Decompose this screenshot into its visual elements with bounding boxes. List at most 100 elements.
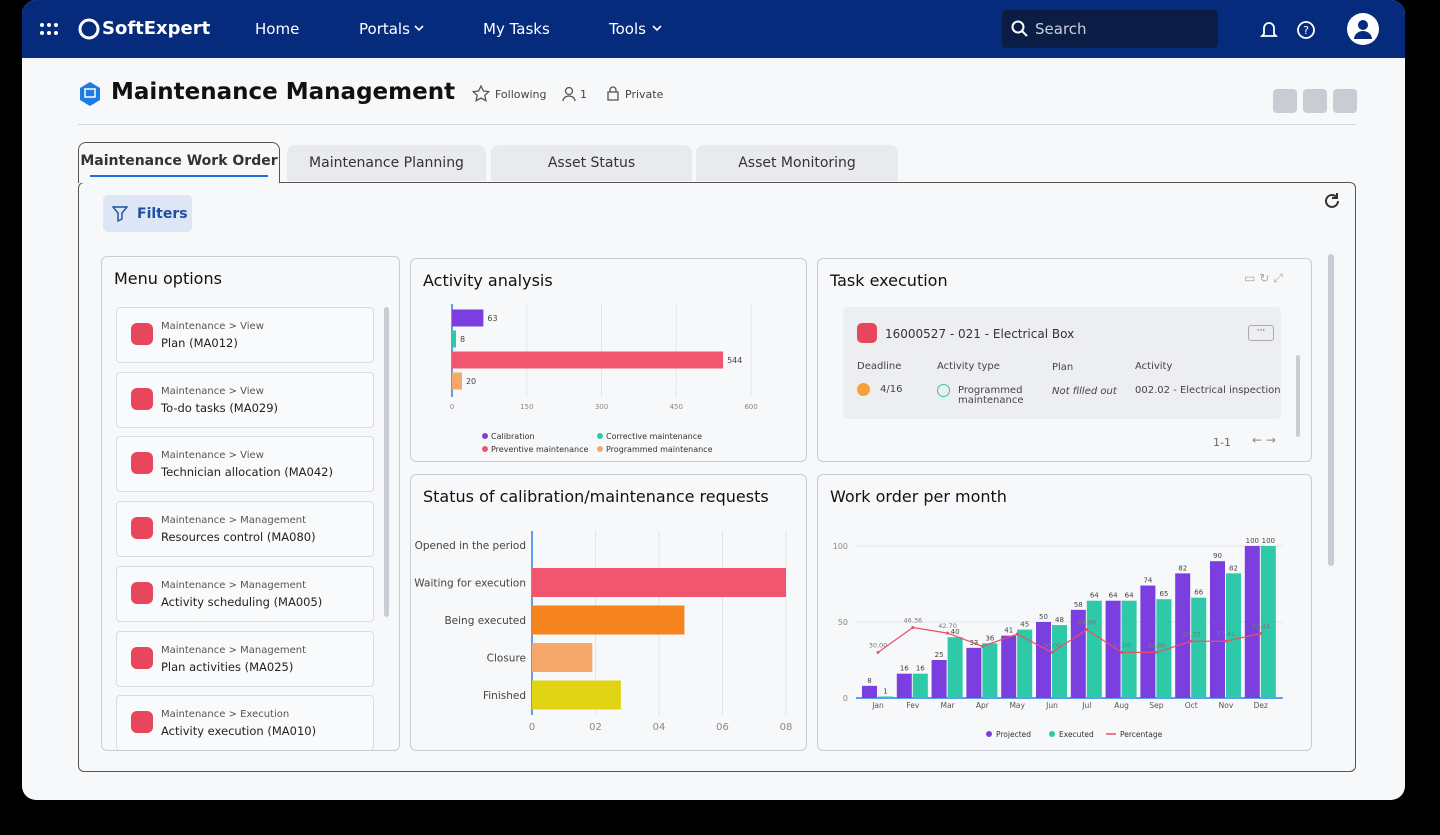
menu-icon <box>131 517 153 540</box>
nav-item[interactable]: Home <box>255 20 300 38</box>
menu-path: Maintenance > View <box>161 321 264 332</box>
legend-swatch <box>482 446 488 452</box>
bar <box>1156 599 1172 698</box>
activity-chart: 0 150 300 450 600 63 8 544 20 Calibration Correcti… <box>450 304 758 454</box>
data-label: 82 <box>1229 564 1238 572</box>
column-label: Plan <box>1052 362 1074 373</box>
more-button[interactable] <box>1333 89 1357 113</box>
y-tick-label: Waiting for execution <box>414 578 526 590</box>
data-label: 36 <box>985 634 994 642</box>
nav-item[interactable]: Portals <box>359 20 410 38</box>
menu-icon <box>131 452 153 475</box>
menu-item[interactable]: Maintenance > Management Resources contro… <box>116 501 374 558</box>
data-label: 37.41 <box>1217 630 1236 638</box>
panel-tools[interactable]: ▭↻⤢ <box>1244 271 1287 285</box>
data-label: 100 <box>1262 537 1275 545</box>
warning-icon <box>857 383 870 396</box>
line-point <box>911 626 915 630</box>
bar <box>532 680 621 710</box>
divider <box>78 124 1356 125</box>
deadline: 4/16 <box>880 384 903 395</box>
help-icon[interactable]: ? <box>1296 20 1316 40</box>
data-label: 544 <box>727 356 742 365</box>
menu-item[interactable]: Maintenance > View Plan (MA012) <box>116 307 374 363</box>
bar <box>1086 600 1102 698</box>
legend-swatch <box>597 446 603 452</box>
menu-label: Activity scheduling (MA005) <box>161 594 323 609</box>
menu-icon <box>131 581 153 604</box>
task-card[interactable]: 16000527 - 021 - Electrical Box ··· Dead… <box>843 307 1281 419</box>
tab[interactable]: Asset Status <box>491 145 692 181</box>
bar <box>912 673 928 698</box>
x-tick-label: 300 <box>595 403 608 411</box>
tab-active[interactable]: Maintenance Work Order <box>78 142 280 183</box>
menu-item[interactable]: Maintenance > Management Activity schedul… <box>116 565 374 622</box>
search-box[interactable]: Search <box>1002 10 1218 48</box>
bar <box>1226 573 1241 698</box>
module-icon <box>80 82 100 106</box>
task-icon <box>857 323 877 343</box>
bar <box>1017 629 1033 698</box>
data-label: 63 <box>487 314 497 323</box>
menu-item[interactable]: Maintenance > View To-do tasks (MA029) <box>116 371 374 428</box>
logo[interactable]: SoftExpert <box>102 18 211 39</box>
x-tick-label: Jan <box>871 701 884 710</box>
data-label: 16 <box>916 665 925 673</box>
more-button[interactable]: ··· <box>1248 325 1274 341</box>
pagination: 1-1 <box>1213 436 1231 449</box>
members-count: 1 <box>580 88 587 101</box>
comment-button[interactable] <box>1273 89 1297 113</box>
x-tick-label: Aug <box>1114 701 1129 710</box>
legend-label: Executed <box>1059 730 1094 739</box>
x-tick-label: 06 <box>716 722 729 733</box>
page-arrows[interactable]: ← → <box>1252 433 1276 447</box>
filters-button[interactable]: Filters <box>103 195 192 232</box>
data-label: 41 <box>1004 627 1013 635</box>
star-icon[interactable] <box>472 85 490 103</box>
bar <box>1121 600 1137 698</box>
refresh-icon[interactable] <box>1322 191 1342 211</box>
bar <box>862 685 877 698</box>
data-label: 30.00 <box>1112 641 1131 649</box>
menu-path: Maintenance > View <box>161 450 264 462</box>
tab[interactable]: Asset Monitoring <box>696 145 898 181</box>
tab[interactable]: Maintenance Planning <box>287 145 486 181</box>
nav-item[interactable]: My Tasks <box>483 20 550 38</box>
bar <box>452 351 724 369</box>
activity-panel: Activity analysis 0 150 300 450 600 63 8 544 20 C… <box>410 258 807 462</box>
line-point <box>980 644 984 648</box>
bell-icon[interactable] <box>1260 20 1278 40</box>
legend-swatch <box>597 433 603 439</box>
x-tick-label: Fev <box>906 701 920 710</box>
x-tick-label: Mar <box>941 701 956 710</box>
apps-icon[interactable] <box>39 22 61 38</box>
x-tick-label: 600 <box>744 403 757 411</box>
data-label: 30.00 <box>1043 641 1062 649</box>
data-label: 30.00 <box>1147 641 1166 649</box>
menu-item[interactable]: Maintenance > View Technician allocation … <box>116 436 374 493</box>
status-panel: Status of calibration/maintenance reques… <box>410 474 807 751</box>
avatar[interactable] <box>1347 13 1379 45</box>
edit-button[interactable] <box>1303 89 1327 113</box>
menu-path: Maintenance > Management <box>161 515 307 527</box>
y-tick-label: Closure <box>487 653 526 665</box>
data-label: 64 <box>1125 592 1134 600</box>
menu-item[interactable]: Maintenance > Management Plan activities … <box>116 630 374 687</box>
scrollbar <box>1296 355 1300 437</box>
line-point <box>1224 639 1228 643</box>
bar <box>1001 635 1017 698</box>
search-icon <box>1011 20 1028 37</box>
nav-item[interactable]: Tools <box>609 20 646 38</box>
panel-title: Activity analysis <box>423 271 553 290</box>
column-label: Activity type <box>937 361 1000 372</box>
menu-path: Maintenance > Management <box>161 644 307 656</box>
line-point <box>946 631 950 635</box>
following[interactable]: Following <box>495 88 547 101</box>
tab-underline <box>90 175 268 177</box>
line-point <box>1015 632 1019 636</box>
bar <box>532 568 786 597</box>
x-tick-label: Jul <box>1081 701 1091 710</box>
legend-swatch <box>1049 731 1055 737</box>
bar <box>947 637 963 698</box>
menu-item[interactable]: Maintenance > Execution Activity executio… <box>116 695 374 750</box>
